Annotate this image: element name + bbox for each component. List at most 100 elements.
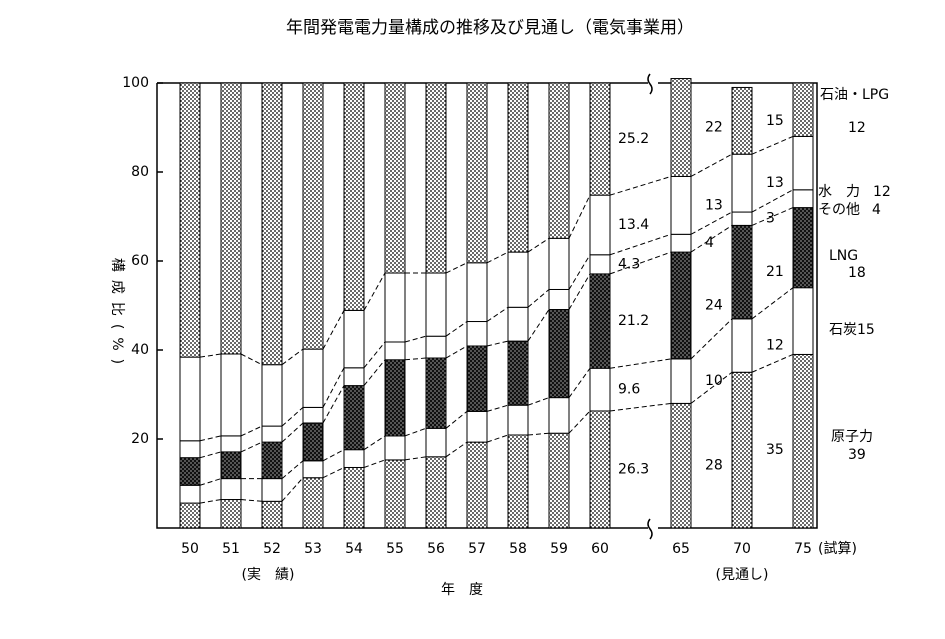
bar-segment bbox=[343, 309, 365, 369]
connector bbox=[568, 254, 591, 290]
bar-segment bbox=[589, 410, 611, 529]
bar-segment bbox=[670, 78, 692, 177]
value-label: 13 bbox=[705, 197, 723, 213]
bar-segment bbox=[731, 224, 753, 320]
x-tick-label: 59 bbox=[550, 541, 568, 557]
connector bbox=[199, 435, 222, 442]
value-label: 12 bbox=[873, 184, 891, 200]
bar-segment bbox=[179, 440, 201, 459]
bar-segment bbox=[466, 441, 488, 529]
x-tick-label: 75 bbox=[794, 541, 812, 557]
bar-segment bbox=[507, 306, 529, 342]
bar-segment bbox=[384, 435, 406, 461]
x-tick-label: 58 bbox=[509, 541, 527, 557]
connector bbox=[281, 477, 304, 502]
connector bbox=[445, 262, 468, 274]
bar-segment bbox=[731, 153, 753, 213]
y-tick-label: 80 bbox=[131, 164, 149, 180]
bar-segment bbox=[220, 82, 242, 355]
bar-segment bbox=[302, 82, 324, 350]
y-tick-label: 60 bbox=[131, 253, 149, 269]
x-tick-label: 50 bbox=[181, 541, 199, 557]
x-tick-label: 60 bbox=[591, 541, 609, 557]
connector bbox=[690, 211, 733, 235]
bar-segment bbox=[466, 262, 488, 323]
bar-segment bbox=[670, 402, 692, 529]
x-tick-label: 53 bbox=[304, 541, 322, 557]
bar-segment bbox=[548, 432, 570, 529]
bar-segment bbox=[261, 478, 283, 502]
bar-segment bbox=[507, 82, 529, 253]
connector bbox=[486, 251, 509, 264]
bar-segment bbox=[670, 175, 692, 235]
bar-segment bbox=[507, 340, 529, 406]
connector bbox=[609, 175, 672, 196]
x-tick-label: 52 bbox=[263, 541, 281, 557]
connector bbox=[690, 153, 733, 177]
value-label: 12 bbox=[848, 120, 866, 136]
value-label: 15 bbox=[766, 113, 784, 129]
bar-segment bbox=[731, 371, 753, 529]
connector bbox=[404, 335, 427, 343]
bar-segment bbox=[589, 367, 611, 412]
connector bbox=[568, 367, 591, 398]
bar-segment bbox=[261, 82, 283, 366]
bar-segment bbox=[179, 484, 201, 504]
bar-segment bbox=[670, 251, 692, 360]
value-label: 12 bbox=[766, 338, 784, 354]
connector bbox=[609, 402, 672, 412]
legend-label: 水 力 bbox=[818, 184, 860, 200]
bar-segment bbox=[425, 427, 447, 458]
x-tick-label: 70 bbox=[733, 541, 751, 557]
connector bbox=[363, 341, 386, 369]
x-tick-label: 65 bbox=[672, 541, 690, 557]
connector bbox=[609, 251, 672, 275]
bar-segment bbox=[384, 341, 406, 361]
connector bbox=[363, 272, 386, 311]
x-tick-label: 55 bbox=[386, 541, 404, 557]
bar-segment bbox=[343, 367, 365, 387]
value-label: 15 bbox=[857, 322, 875, 338]
connector bbox=[322, 449, 345, 462]
connector bbox=[527, 432, 550, 436]
connector bbox=[322, 310, 345, 350]
bar-segment bbox=[261, 364, 283, 427]
bar-segment bbox=[589, 273, 611, 369]
value-label: 4.3 bbox=[618, 256, 640, 272]
x-axis-label: 年 度 bbox=[441, 582, 483, 598]
bar-segment bbox=[425, 272, 447, 337]
bar-segment bbox=[548, 82, 570, 239]
bar-segment bbox=[589, 82, 611, 196]
annotation: (見通し) bbox=[716, 567, 769, 583]
y-tick-label: 20 bbox=[131, 431, 149, 447]
legend-label: 石油・LPG bbox=[820, 87, 889, 103]
bar-segment bbox=[343, 466, 365, 529]
connector bbox=[404, 357, 427, 361]
connector bbox=[322, 367, 345, 408]
connector bbox=[322, 385, 345, 424]
bar-segment bbox=[261, 425, 283, 443]
bar-segment bbox=[507, 434, 529, 529]
bar-segment bbox=[220, 435, 242, 453]
bar-segment bbox=[261, 441, 283, 480]
connector bbox=[199, 478, 222, 486]
x-tick-label: 57 bbox=[468, 541, 486, 557]
bar-segment bbox=[731, 86, 753, 155]
y-tick-label: 40 bbox=[131, 342, 149, 358]
annotation: (実 績) bbox=[242, 567, 295, 583]
connector bbox=[486, 404, 509, 412]
connector bbox=[568, 273, 591, 310]
bar-segment bbox=[261, 500, 283, 529]
bar-segment bbox=[466, 345, 488, 412]
bar-segment bbox=[425, 357, 447, 429]
bar-segment bbox=[731, 211, 753, 226]
bar-segment bbox=[731, 318, 753, 373]
bar-segment bbox=[302, 422, 324, 462]
connector bbox=[751, 287, 794, 320]
connector bbox=[527, 397, 550, 406]
bar-segment bbox=[384, 272, 406, 343]
connector bbox=[322, 467, 345, 479]
chart-title: 年間発電電力量構成の推移及び見通し（電気事業用） bbox=[286, 18, 694, 38]
bar-segment bbox=[179, 356, 201, 442]
bar-segment bbox=[179, 502, 201, 529]
